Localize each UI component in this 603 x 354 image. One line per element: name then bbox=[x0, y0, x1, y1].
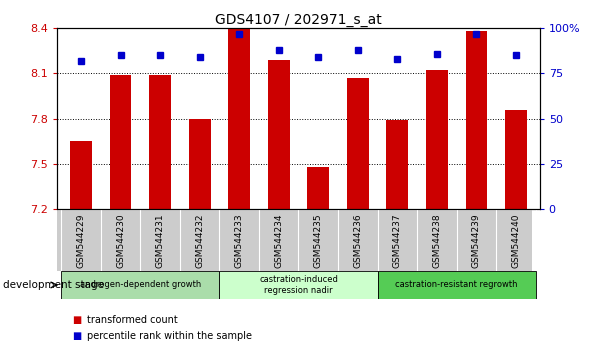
Bar bbox=[377, 271, 535, 299]
Text: GSM544233: GSM544233 bbox=[235, 213, 244, 268]
Text: GSM544230: GSM544230 bbox=[116, 213, 125, 268]
Bar bbox=[387, 120, 408, 209]
Text: androgen-dependent growth: androgen-dependent growth bbox=[80, 280, 201, 290]
Bar bbox=[70, 141, 92, 209]
Bar bbox=[62, 271, 219, 299]
Text: GSM544237: GSM544237 bbox=[393, 213, 402, 268]
Text: GSM544235: GSM544235 bbox=[314, 213, 323, 268]
Text: development stage: development stage bbox=[3, 280, 104, 290]
Text: ■: ■ bbox=[72, 331, 81, 341]
Text: castration-induced
regression nadir: castration-induced regression nadir bbox=[259, 275, 338, 295]
Text: GSM544238: GSM544238 bbox=[432, 213, 441, 268]
Bar bbox=[466, 31, 487, 209]
Bar bbox=[505, 110, 527, 209]
Bar bbox=[229, 28, 250, 209]
Text: transformed count: transformed count bbox=[87, 315, 178, 325]
Bar bbox=[268, 60, 289, 209]
Title: GDS4107 / 202971_s_at: GDS4107 / 202971_s_at bbox=[215, 13, 382, 27]
Text: GSM544236: GSM544236 bbox=[353, 213, 362, 268]
Bar bbox=[426, 70, 448, 209]
Bar bbox=[110, 75, 131, 209]
Text: GSM544239: GSM544239 bbox=[472, 213, 481, 268]
Text: castration-resistant regrowth: castration-resistant regrowth bbox=[396, 280, 518, 290]
Bar bbox=[189, 119, 210, 209]
Text: GSM544234: GSM544234 bbox=[274, 213, 283, 268]
Text: ■: ■ bbox=[72, 315, 81, 325]
Bar bbox=[149, 75, 171, 209]
Bar bbox=[347, 78, 368, 209]
Text: GSM544232: GSM544232 bbox=[195, 213, 204, 268]
Text: GSM544229: GSM544229 bbox=[77, 213, 86, 268]
Text: GSM544231: GSM544231 bbox=[156, 213, 165, 268]
Text: percentile rank within the sample: percentile rank within the sample bbox=[87, 331, 253, 341]
Bar bbox=[219, 271, 377, 299]
Bar bbox=[308, 167, 329, 209]
Text: GSM544240: GSM544240 bbox=[511, 213, 520, 268]
